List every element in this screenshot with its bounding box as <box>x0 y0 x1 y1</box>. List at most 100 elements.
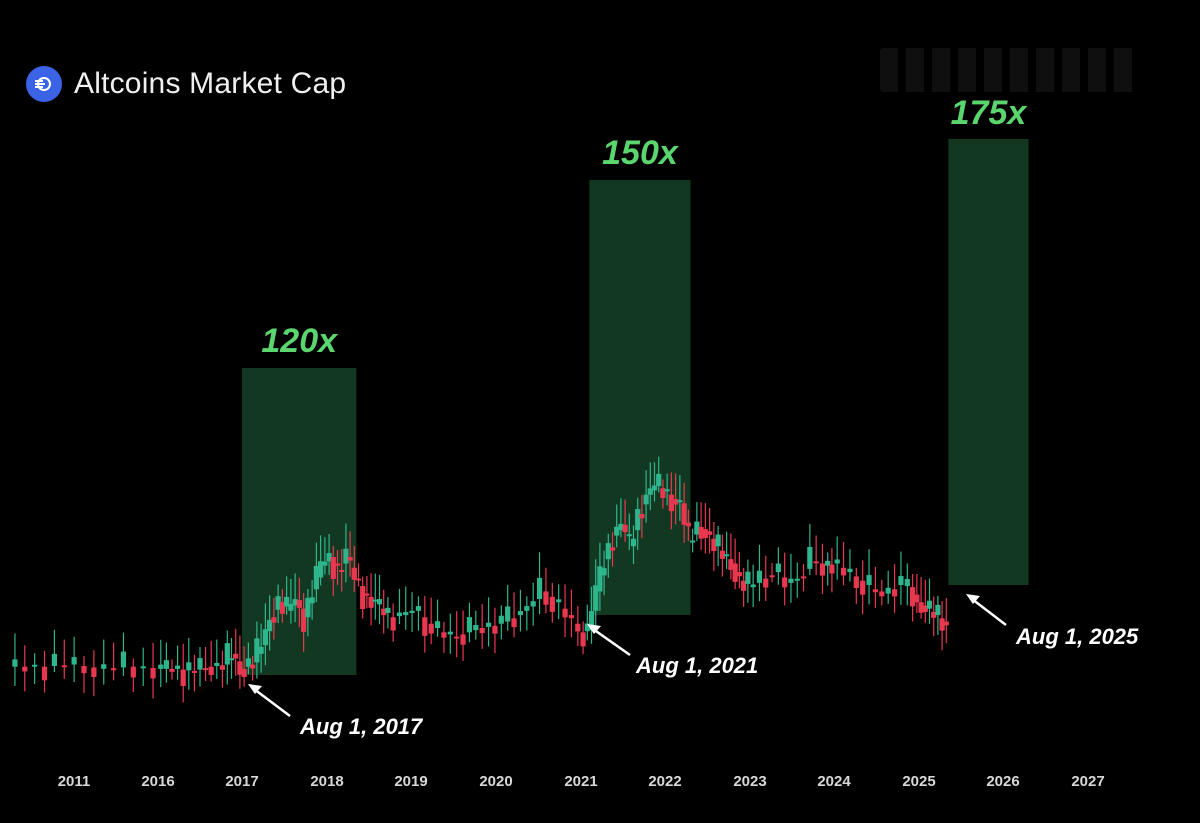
date-annotation: Aug 1, 2017 <box>299 714 424 739</box>
arrow-line <box>253 688 291 717</box>
candle-body <box>702 529 708 539</box>
candle-body <box>530 601 536 607</box>
candle-body <box>847 568 853 573</box>
candle-body <box>498 615 504 624</box>
candle-body <box>305 597 311 618</box>
candle-body <box>228 658 235 661</box>
candle-body <box>750 584 756 588</box>
candle-body <box>872 589 879 593</box>
candle-body <box>866 575 872 585</box>
candle-body <box>904 579 910 587</box>
candle-body <box>322 561 328 566</box>
candle-body <box>396 612 403 617</box>
highlight-zone <box>948 139 1029 585</box>
candle-body <box>690 540 696 543</box>
candle-body <box>245 658 251 667</box>
candle-body <box>807 546 813 569</box>
candle-body <box>473 624 479 631</box>
candle-body <box>853 576 859 588</box>
candle-body <box>191 671 197 673</box>
candle-body <box>203 668 209 671</box>
candle-body <box>643 494 649 505</box>
candle-body <box>922 605 928 612</box>
candle-body <box>593 585 599 611</box>
candle-body <box>22 666 28 672</box>
date-annotation: Aug 1, 2025 <box>1015 624 1139 649</box>
candle-body <box>150 668 156 679</box>
x-tick-label: 2021 <box>564 773 597 790</box>
candle-body <box>454 636 460 639</box>
candle-body <box>101 664 107 669</box>
candle-body <box>756 570 763 583</box>
annotation-arrows <box>248 594 1007 717</box>
x-tick-label: 2020 <box>479 773 512 790</box>
candle-body <box>330 557 336 579</box>
candle-body <box>51 653 57 666</box>
candle-body <box>334 563 341 566</box>
candle-body <box>763 578 769 588</box>
candle-body <box>664 489 670 492</box>
x-tick-label: 2025 <box>902 773 935 790</box>
candle-body <box>635 508 641 531</box>
candle-body <box>241 668 247 678</box>
candle-body <box>794 578 800 581</box>
candle-body <box>622 524 628 533</box>
candle-body <box>422 617 428 636</box>
arrow-head <box>587 624 601 634</box>
candle-body <box>258 646 264 654</box>
candle-body <box>741 580 747 591</box>
candle-body <box>834 559 840 564</box>
candle-body <box>275 596 281 610</box>
watermark <box>880 48 1140 92</box>
candle-body <box>485 622 492 627</box>
candle-body <box>698 526 704 539</box>
candle-body <box>681 503 687 525</box>
candle-body <box>163 660 169 669</box>
candle-body <box>12 659 18 667</box>
candle-body <box>711 538 717 552</box>
candle-body <box>224 643 230 665</box>
date-annotation: Aug 1, 2021 <box>635 653 758 678</box>
coin-logo-icon <box>26 66 62 102</box>
candle-body <box>898 576 904 585</box>
x-tick-label: 2017 <box>225 773 258 790</box>
x-tick-label: 2018 <box>310 773 343 790</box>
candle-body <box>935 604 941 616</box>
candle-body <box>180 669 186 686</box>
candle-body <box>782 577 788 588</box>
candle-body <box>385 607 391 613</box>
x-tick-label: 2011 <box>58 773 91 790</box>
candle-body <box>588 611 595 631</box>
candle-body <box>284 596 290 607</box>
candle-body <box>130 666 136 678</box>
candle-body <box>368 596 374 608</box>
candle-body <box>403 612 409 616</box>
candle-body <box>158 664 164 669</box>
candle-body <box>630 538 637 547</box>
x-tick-label: 2023 <box>733 773 766 790</box>
arrow-head <box>966 594 980 604</box>
candle-body <box>288 604 294 611</box>
candle-body <box>111 668 117 671</box>
candle-body <box>505 606 511 622</box>
candle-body <box>32 664 38 667</box>
candle-body <box>326 553 332 562</box>
candle-body <box>931 611 937 618</box>
candle-body <box>208 666 214 675</box>
candle-body <box>271 617 277 623</box>
multiplier-label: 120x <box>261 322 339 360</box>
x-tick-label: 2024 <box>817 773 851 790</box>
candle-body <box>724 554 730 557</box>
candle-body <box>819 563 826 576</box>
candle-body <box>575 623 581 632</box>
candle-body <box>237 661 243 675</box>
candle-body <box>343 548 349 564</box>
candle-body <box>707 531 713 535</box>
candle-body <box>562 608 568 618</box>
multiplier-label: 175x <box>951 94 1029 132</box>
candle-body <box>775 563 781 573</box>
candle-body <box>214 663 220 666</box>
x-axis-ticks: 2011 2016 2017 2018 2019 2020 2021 2022 2023 2024… <box>58 773 1105 790</box>
highlight-zone <box>242 368 357 675</box>
candle-body <box>584 623 590 632</box>
